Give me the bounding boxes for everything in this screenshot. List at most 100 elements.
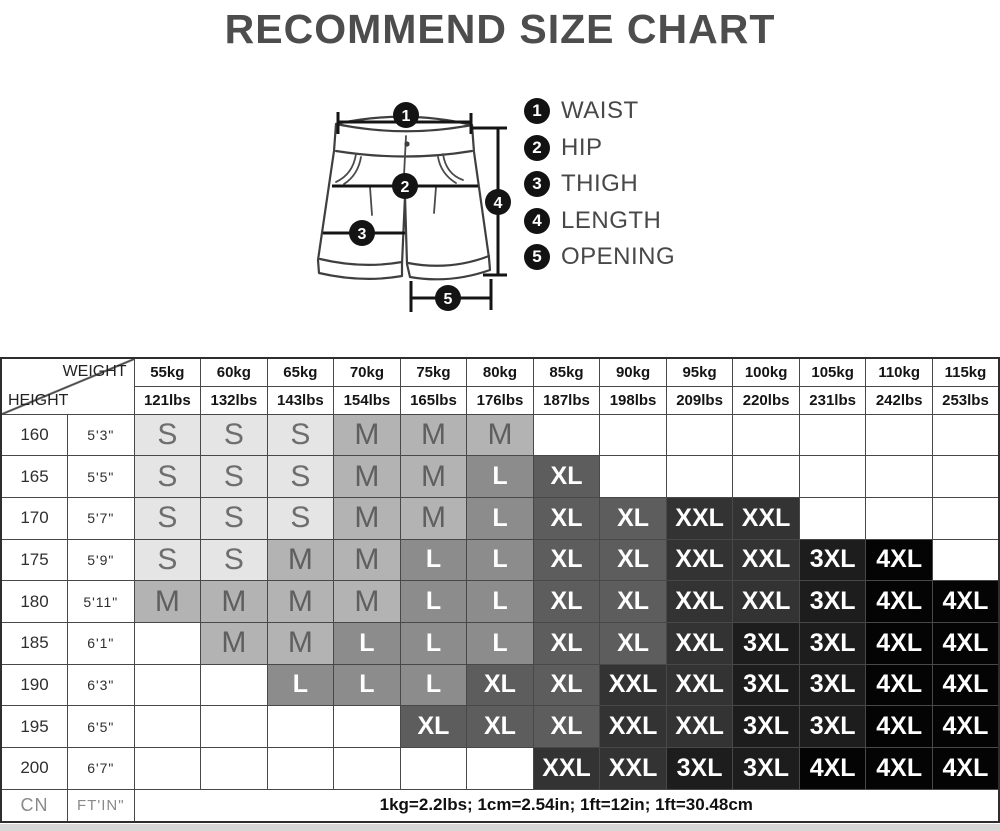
size-cell: S <box>133 538 202 582</box>
size-cell: 4XL <box>865 621 933 665</box>
legend-item: 1 WAIST <box>524 97 675 124</box>
table-row: 195 6'5" XL XL XL XXL XXL 3XL 3XL 4XL 4XL <box>0 705 1000 748</box>
size-cell <box>333 705 401 748</box>
height-cm-cell: 185 <box>0 621 69 665</box>
size-cell <box>931 538 1000 582</box>
size-cell: M <box>200 580 268 623</box>
legend-number-badge: 1 <box>524 98 550 124</box>
size-cell <box>133 747 202 790</box>
size-cell: M <box>133 580 202 623</box>
size-cell <box>466 747 534 790</box>
weight-lbs-header: 209lbs <box>665 385 734 415</box>
size-cell: XXL <box>599 747 667 790</box>
size-cell: M <box>333 413 401 457</box>
size-cell <box>931 455 1000 498</box>
page-title: RECOMMEND SIZE CHART <box>224 6 776 52</box>
size-cell: S <box>266 496 335 540</box>
size-cell: L <box>266 663 335 707</box>
size-cell: 3XL <box>732 663 800 707</box>
height-ftin-cell: 5'3" <box>67 413 135 457</box>
height-ftin-cell: 6'3" <box>67 663 135 707</box>
size-cell: XXL <box>732 538 800 582</box>
right-pocket <box>442 153 464 181</box>
callout-5 <box>435 285 461 311</box>
legend-number-badge: 2 <box>524 134 550 161</box>
measure-opening: 5 <box>409 279 493 312</box>
legend-label: WAIST <box>561 97 639 124</box>
svg-text:2: 2 <box>401 179 410 196</box>
size-cell: S <box>133 413 202 457</box>
size-cell: S <box>200 496 268 540</box>
size-cell: 4XL <box>865 663 933 707</box>
size-cell: 3XL <box>665 747 734 790</box>
legend-label: HIP <box>561 133 603 161</box>
size-cell <box>266 747 335 790</box>
size-cell: XXL <box>665 580 734 623</box>
height-cm-cell: 175 <box>0 538 69 582</box>
table-row: 185 6'1" M M L L L XL XL XXL 3XL 3XL 4XL 4XL <box>0 621 1000 665</box>
height-ftin-cell: 6'1" <box>67 621 135 665</box>
size-cell: 4XL <box>865 538 933 582</box>
size-cell: 4XL <box>931 705 1000 748</box>
size-cell: L <box>399 663 468 707</box>
callout-3 <box>349 220 375 246</box>
weight-kg-header: 115kg <box>931 357 1000 387</box>
size-cell: S <box>200 413 268 457</box>
size-cell: S <box>200 538 268 582</box>
size-cell: XXL <box>732 580 800 623</box>
size-cell: XL <box>599 496 667 540</box>
size-cell: M <box>466 413 534 457</box>
size-cell <box>798 455 867 498</box>
size-cell: XL <box>532 705 601 748</box>
table-row: 160 5'3" S S S M M M <box>0 413 1000 457</box>
size-cell: XXL <box>532 747 601 790</box>
bottom-strip <box>0 824 1000 831</box>
size-cell: M <box>399 496 468 540</box>
size-cell: L <box>399 580 468 623</box>
size-cell <box>665 455 734 498</box>
size-cell <box>599 455 667 498</box>
height-cm-cell: 165 <box>0 455 69 498</box>
size-cell: XL <box>532 455 601 498</box>
legend-item: 2 HIP <box>524 133 675 161</box>
size-cell: 4XL <box>798 747 867 790</box>
size-cell: L <box>333 621 401 665</box>
size-cell: M <box>333 496 401 540</box>
size-cell: 3XL <box>798 705 867 748</box>
size-cell <box>599 413 667 457</box>
size-cell: M <box>266 621 335 665</box>
weight-axis-label: WEIGHT <box>62 363 127 380</box>
legend-item: 4 LENGTH <box>524 207 675 234</box>
size-cell <box>732 455 800 498</box>
size-cell: XXL <box>599 663 667 707</box>
size-cell: XL <box>399 705 468 748</box>
weight-lbs-header: 132lbs <box>200 385 268 415</box>
cn-unit-label: CN <box>0 788 69 823</box>
size-cell <box>532 413 601 457</box>
size-cell <box>133 663 202 707</box>
size-cell: S <box>266 413 335 457</box>
legend-label: OPENING <box>561 243 676 270</box>
size-table: WEIGHT HEIGHT 55kg 60kg 65kg 70kg 75kg 80kg 85kg… <box>0 357 1000 824</box>
size-cell: XXL <box>599 705 667 748</box>
height-cm-cell: 200 <box>0 747 69 790</box>
weight-lbs-header: 176lbs <box>466 385 534 415</box>
size-cell: XL <box>599 580 667 623</box>
size-cell: XL <box>466 663 534 707</box>
size-cell: L <box>466 580 534 623</box>
waistband-top-curve <box>334 122 474 133</box>
size-cell: 3XL <box>732 621 800 665</box>
measure-hip: 2 <box>332 173 478 199</box>
height-ftin-cell: 5'11" <box>67 580 135 623</box>
table-row: 190 6'3" L L L XL XL XXL XXL 3XL 3XL 4XL 4XL <box>0 663 1000 707</box>
right-pocket-inner <box>437 156 457 184</box>
size-cell <box>732 413 800 457</box>
legend-item: 3 THIGH <box>524 170 675 197</box>
corner-header-cell: WEIGHT HEIGHT <box>0 357 135 415</box>
weight-kg-header: 65kg <box>266 357 335 387</box>
ftin-unit-label: FT'IN" <box>67 788 135 823</box>
size-cell: XL <box>599 538 667 582</box>
size-cell: L <box>466 496 534 540</box>
height-cm-cell: 195 <box>0 705 69 748</box>
weight-lbs-header: 242lbs <box>865 385 933 415</box>
